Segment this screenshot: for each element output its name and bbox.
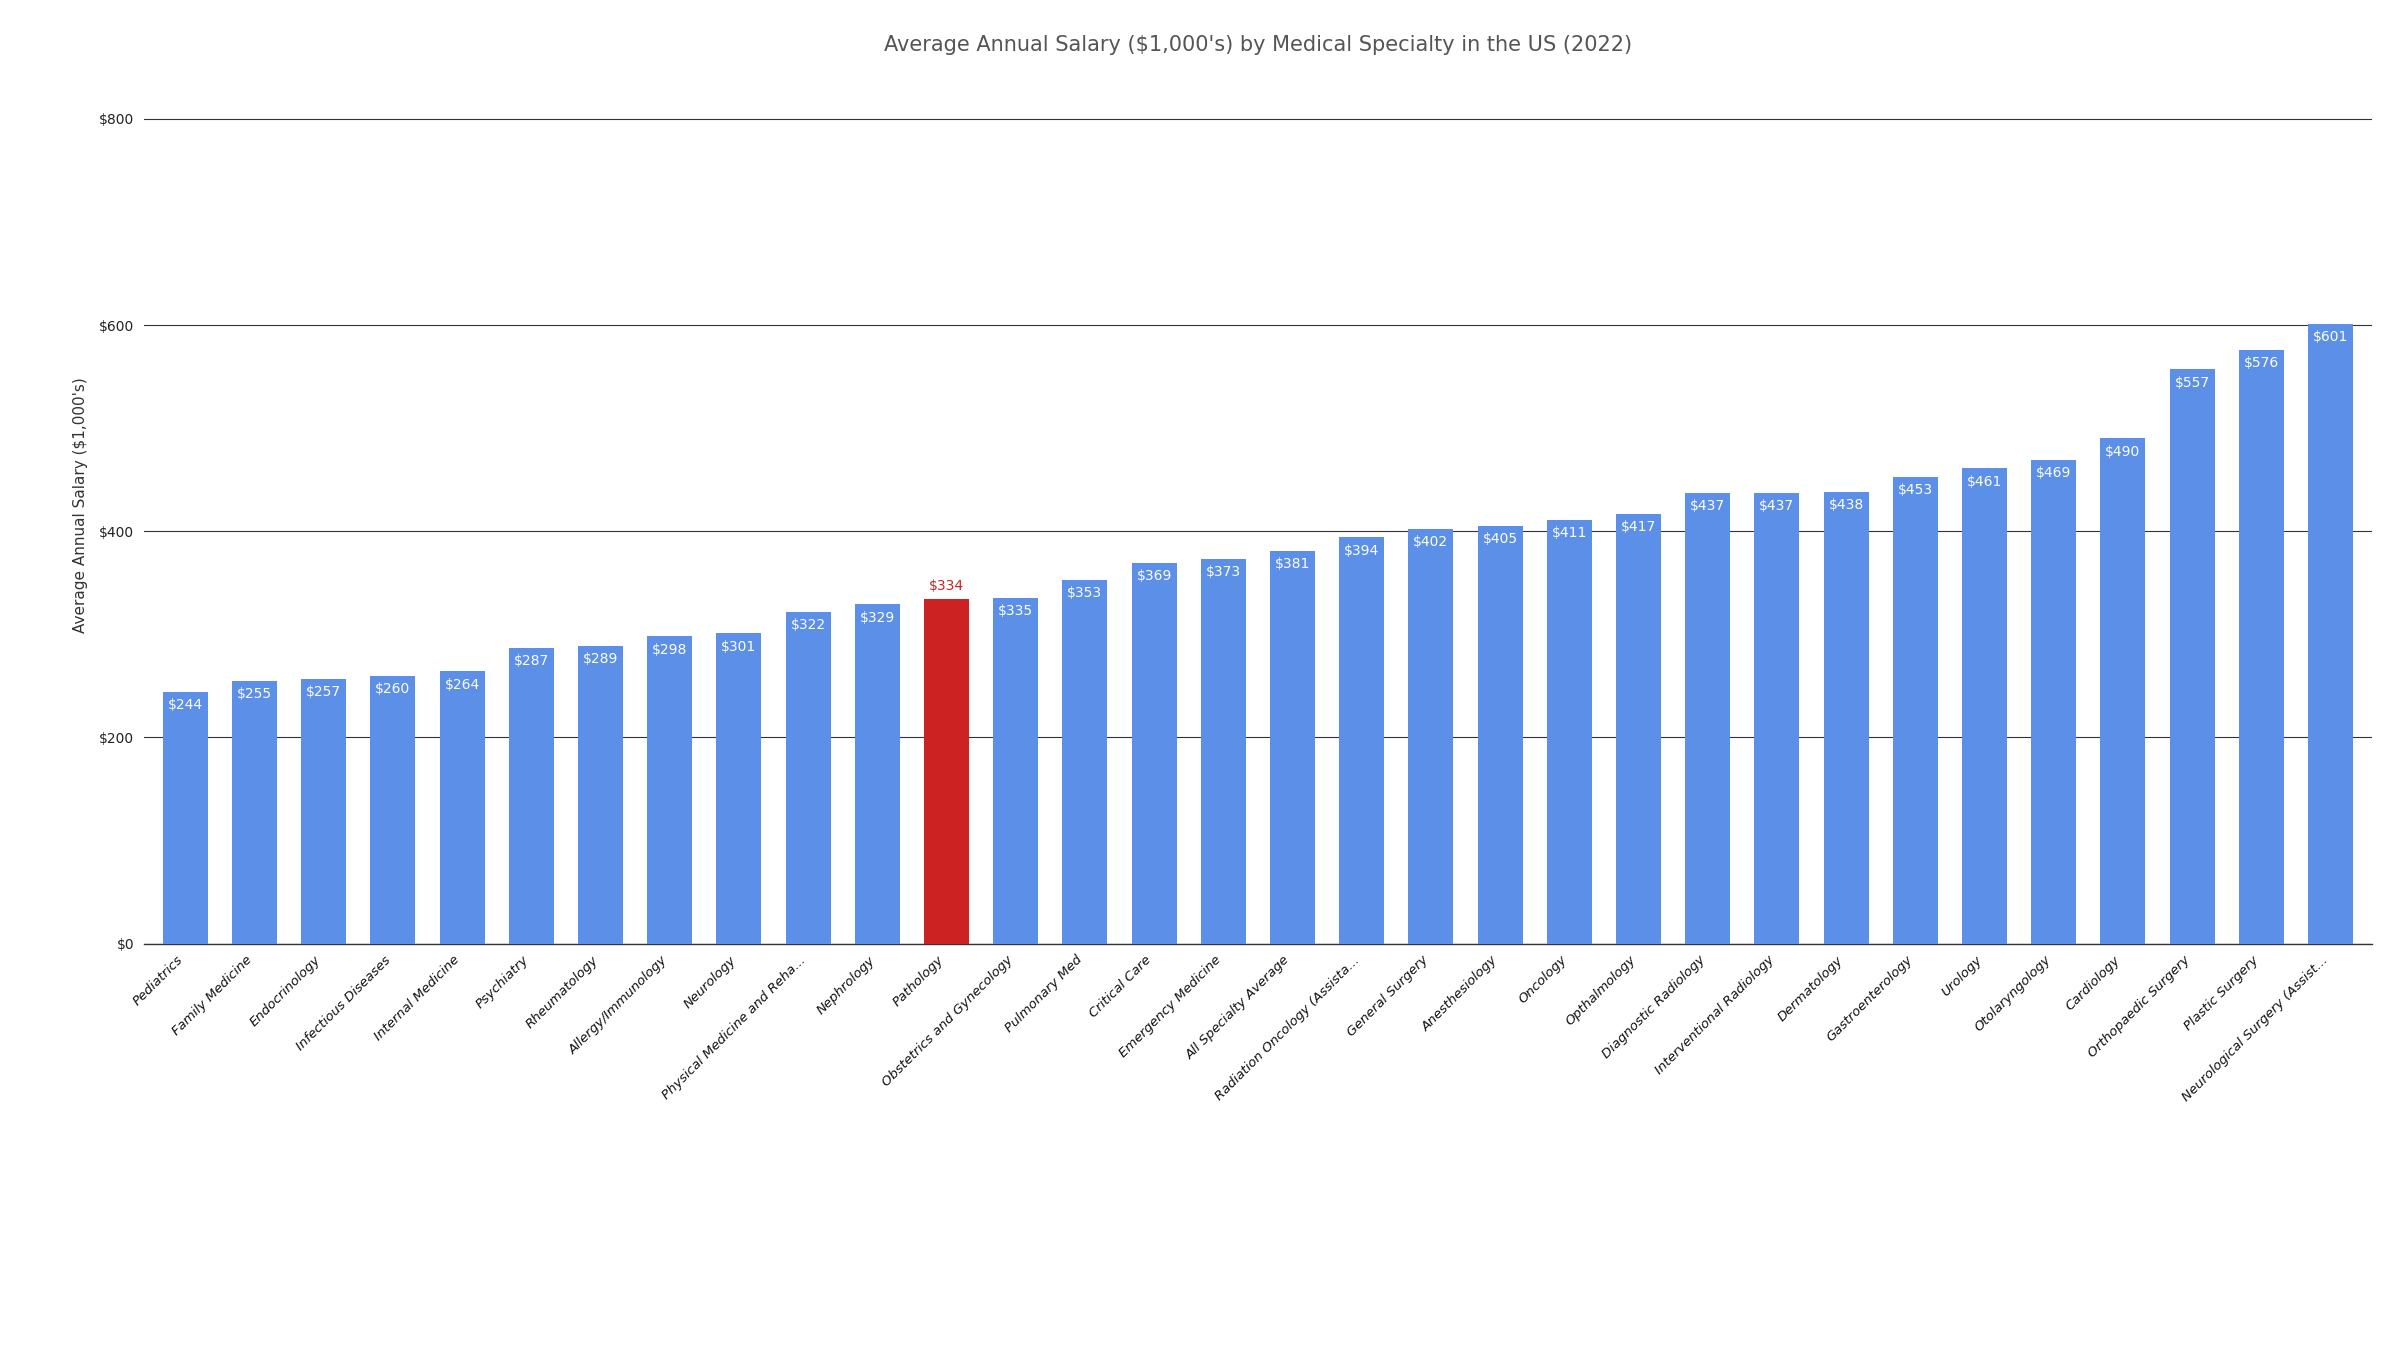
Text: $437: $437 <box>1759 499 1795 514</box>
Text: $298: $298 <box>652 643 688 656</box>
Bar <box>1962 468 2008 944</box>
Bar <box>1339 538 1385 944</box>
Text: $469: $469 <box>2037 466 2073 480</box>
Bar <box>2171 369 2214 944</box>
Text: $438: $438 <box>1828 499 1864 512</box>
Bar <box>1061 580 1107 944</box>
Text: $369: $369 <box>1136 569 1172 584</box>
Text: $244: $244 <box>168 698 204 712</box>
Bar <box>1893 477 1938 944</box>
Text: $453: $453 <box>1898 483 1934 497</box>
Text: $260: $260 <box>376 682 410 696</box>
Text: $601: $601 <box>2312 330 2348 344</box>
Text: $437: $437 <box>1689 499 1725 514</box>
Bar <box>1409 530 1454 944</box>
Bar <box>647 636 692 944</box>
Bar <box>163 692 208 944</box>
Text: $287: $287 <box>513 654 549 669</box>
Bar <box>2238 350 2283 944</box>
Text: $461: $461 <box>1967 474 2003 488</box>
Bar <box>371 675 415 944</box>
Bar <box>786 612 831 944</box>
Bar <box>2101 438 2144 944</box>
Text: $402: $402 <box>1414 535 1450 550</box>
Text: $289: $289 <box>582 652 618 666</box>
Text: $335: $335 <box>999 604 1033 619</box>
Text: $373: $373 <box>1205 565 1241 580</box>
Bar <box>925 600 968 944</box>
Bar <box>1615 514 1660 944</box>
Bar <box>577 646 623 944</box>
Text: $405: $405 <box>1483 532 1517 546</box>
Bar <box>1823 492 1869 944</box>
Text: $394: $394 <box>1344 543 1380 558</box>
Bar <box>508 648 553 944</box>
Bar <box>1754 493 1799 944</box>
Bar <box>232 681 278 944</box>
Text: $381: $381 <box>1275 557 1311 572</box>
Bar <box>1684 493 1730 944</box>
Text: $334: $334 <box>930 580 963 593</box>
Bar <box>1548 520 1591 944</box>
Text: $301: $301 <box>721 639 757 654</box>
Text: $257: $257 <box>307 685 340 698</box>
Text: $353: $353 <box>1066 586 1102 600</box>
Bar <box>302 678 345 944</box>
Text: $322: $322 <box>791 617 827 632</box>
Bar <box>855 604 901 944</box>
Text: $255: $255 <box>237 687 273 701</box>
Bar <box>994 599 1037 944</box>
Title: Average Annual Salary ($1,000's) by Medical Specialty in the US (2022): Average Annual Salary ($1,000's) by Medi… <box>884 35 1632 55</box>
Bar <box>2307 324 2353 944</box>
Bar <box>716 634 762 944</box>
Text: $411: $411 <box>1553 526 1586 541</box>
Bar <box>438 671 484 944</box>
Text: $329: $329 <box>860 611 896 624</box>
Bar <box>1200 559 1246 944</box>
Text: $576: $576 <box>2243 356 2279 371</box>
Text: $557: $557 <box>2176 376 2209 390</box>
Text: $490: $490 <box>2106 445 2140 458</box>
Text: $417: $417 <box>1620 520 1656 534</box>
Bar <box>1270 551 1315 944</box>
Bar <box>1478 526 1521 944</box>
Bar <box>1131 563 1176 944</box>
Text: $264: $264 <box>446 678 479 692</box>
Y-axis label: Average Annual Salary ($1,000's): Average Annual Salary ($1,000's) <box>72 377 89 634</box>
Bar <box>2032 460 2077 944</box>
